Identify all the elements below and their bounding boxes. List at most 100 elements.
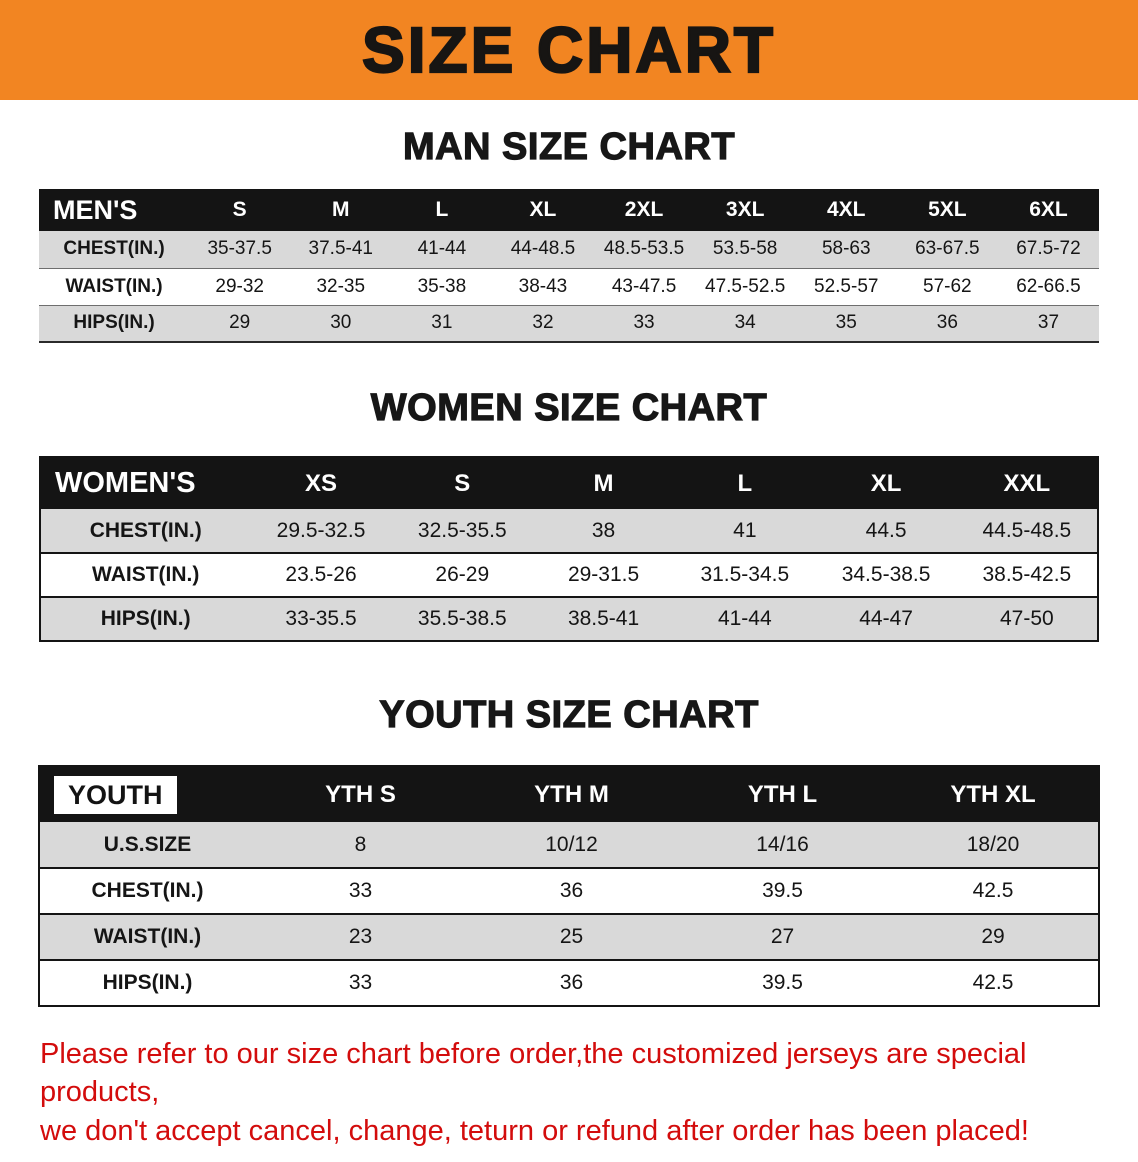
men-size-header: 2XL (624, 198, 664, 221)
women-table-label: WOMEN'S (55, 467, 196, 499)
men-section-heading: MAN SIZE CHART (402, 125, 736, 168)
youth-waist-row: WAIST(IN.) 23 25 27 29 (39, 914, 1099, 961)
men-hips-row: HIPS(IN.) 29 30 31 32 33 34 35 36 37 (39, 305, 1099, 343)
disclaimer-line-1: Please refer to our size chart before or… (40, 1038, 1027, 1109)
cell: 47.5-52.5 (694, 268, 796, 306)
cell: 32 (492, 305, 594, 343)
cell: 38 (532, 509, 675, 554)
row-label: WAIST(IN.) (40, 553, 251, 598)
cell: 53.5-58 (694, 231, 796, 269)
cell: 63-67.5 (896, 231, 998, 269)
disclaimer-line-2: we don't accept cancel, change, teturn o… (40, 1114, 1029, 1147)
men-size-header: 4XL (826, 198, 866, 221)
women-size-header: XXL (1003, 469, 1051, 497)
women-size-header: XS (305, 469, 338, 497)
cell: 38.5-41 (532, 597, 675, 642)
cell: 32.5-35.5 (391, 509, 533, 554)
cell: 57-62 (896, 268, 998, 306)
cell: 36 (466, 868, 677, 915)
men-size-header: M (332, 198, 350, 221)
youth-table-label: YOUTH (39, 766, 255, 822)
cell: 38.5-42.5 (956, 553, 1098, 598)
men-size-header: 6XL (1029, 198, 1068, 221)
cell: 67.5-72 (997, 231, 1099, 269)
youth-hips-row: HIPS(IN.) 33 36 39.5 42.5 (39, 960, 1099, 1006)
youth-chest-row: CHEST(IN.) 33 36 39.5 42.5 (39, 868, 1099, 915)
cell: 33 (255, 868, 466, 915)
youth-size-header: YTH L (747, 780, 818, 808)
cell: 37.5-41 (290, 231, 392, 269)
women-hips-row: HIPS(IN.) 33-35.5 35.5-38.5 38.5-41 41-4… (40, 597, 1098, 642)
cell: 44.5-48.5 (956, 509, 1098, 554)
men-chest-row: CHEST(IN.) 35-37.5 37.5-41 41-44 44-48.5… (39, 231, 1099, 269)
women-size-header: S (454, 469, 471, 497)
cell: 58-63 (795, 231, 897, 269)
cell: 33 (593, 305, 695, 343)
women-size-header: XL (870, 469, 902, 497)
cell: 41-44 (391, 231, 493, 269)
cell: 43-47.5 (593, 268, 695, 306)
cell: 23 (255, 914, 466, 961)
cell: 34.5-38.5 (815, 553, 957, 598)
cell: 42.5 (888, 868, 1099, 915)
youth-section-heading: YOUTH SIZE CHART (379, 693, 759, 736)
cell: 47-50 (956, 597, 1098, 642)
cell: 33 (348, 971, 373, 994)
cell: 23.5-26 (250, 553, 392, 598)
women-size-header: M (593, 469, 614, 497)
cell: 8 (255, 822, 466, 869)
cell: 10/12 (466, 822, 677, 869)
row-label: HIPS(IN.) (39, 305, 190, 343)
row-label: WAIST(IN.) (39, 268, 190, 306)
youth-size-table: YOUTH YTH S YTH M YTH L YTH XL U.S.SIZE … (38, 765, 1100, 1007)
men-size-header: S (232, 198, 247, 221)
cell: 44-48.5 (492, 231, 594, 269)
cell: 29 (888, 914, 1099, 961)
youth-header-row: YOUTH YTH S YTH M YTH L YTH XL (39, 766, 1099, 822)
men-table-label: MEN'S (53, 194, 138, 225)
cell: 18/20 (888, 822, 1099, 869)
cell: 25 (466, 914, 677, 961)
row-label: WAIST(IN.) (39, 914, 255, 961)
youth-ussize-row: U.S.SIZE 8 10/12 14/16 18/20 (39, 822, 1099, 869)
cell: 62-66.5 (997, 268, 1099, 306)
cell: 38-43 (492, 268, 594, 306)
men-size-header: 5XL (928, 198, 967, 221)
row-label: CHEST(IN.) (40, 509, 251, 554)
cell: 41 (674, 509, 816, 554)
cell: 35.5-38.5 (391, 597, 533, 642)
cell: 14/16 (677, 822, 888, 869)
men-size-table: MEN'S S M L XL 2XL 3XL 4XL 5XL 6XL CHEST… (39, 189, 1099, 343)
men-size-header: L (435, 198, 449, 221)
women-section-heading: WOMEN SIZE CHART (370, 386, 768, 429)
row-label: CHEST(IN.) (39, 868, 255, 915)
cell: 29.5-32.5 (250, 509, 392, 554)
women-header-row: WOMEN'S XS S M L XL XXL (40, 457, 1098, 509)
cell: 36 (896, 305, 998, 343)
cell: 52.5-57 (795, 268, 897, 306)
cell: 44-47 (815, 597, 957, 642)
page-title: SIZE CHART (361, 13, 776, 87)
cell: 37 (997, 305, 1099, 343)
cell: 41-44 (674, 597, 816, 642)
cell: 29-31.5 (532, 553, 675, 598)
cell: 31.5-34.5 (674, 553, 816, 598)
men-size-header: 3XL (725, 198, 765, 221)
cell: 35-37.5 (189, 231, 291, 269)
cell: 39.5 (762, 971, 803, 994)
cell: 29 (189, 305, 291, 343)
women-size-header: L (737, 469, 753, 497)
men-size-header: XL (529, 198, 557, 221)
cell: 32-35 (290, 268, 392, 306)
youth-size-header: YTH S (325, 780, 396, 808)
row-label: CHEST(IN.) (39, 231, 190, 269)
cell: 35 (795, 305, 897, 343)
cell: 34 (694, 305, 796, 343)
disclaimer-note: Please refer to our size chart before or… (40, 1035, 1118, 1150)
youth-size-header: YTH M (534, 780, 609, 808)
row-label: U.S.SIZE (39, 822, 255, 869)
row-label: HIPS(IN.) (40, 597, 251, 642)
row-label: HIPS(IN.) (102, 971, 193, 994)
youth-size-header: YTH XL (950, 780, 1036, 808)
cell: 33-35.5 (250, 597, 392, 642)
